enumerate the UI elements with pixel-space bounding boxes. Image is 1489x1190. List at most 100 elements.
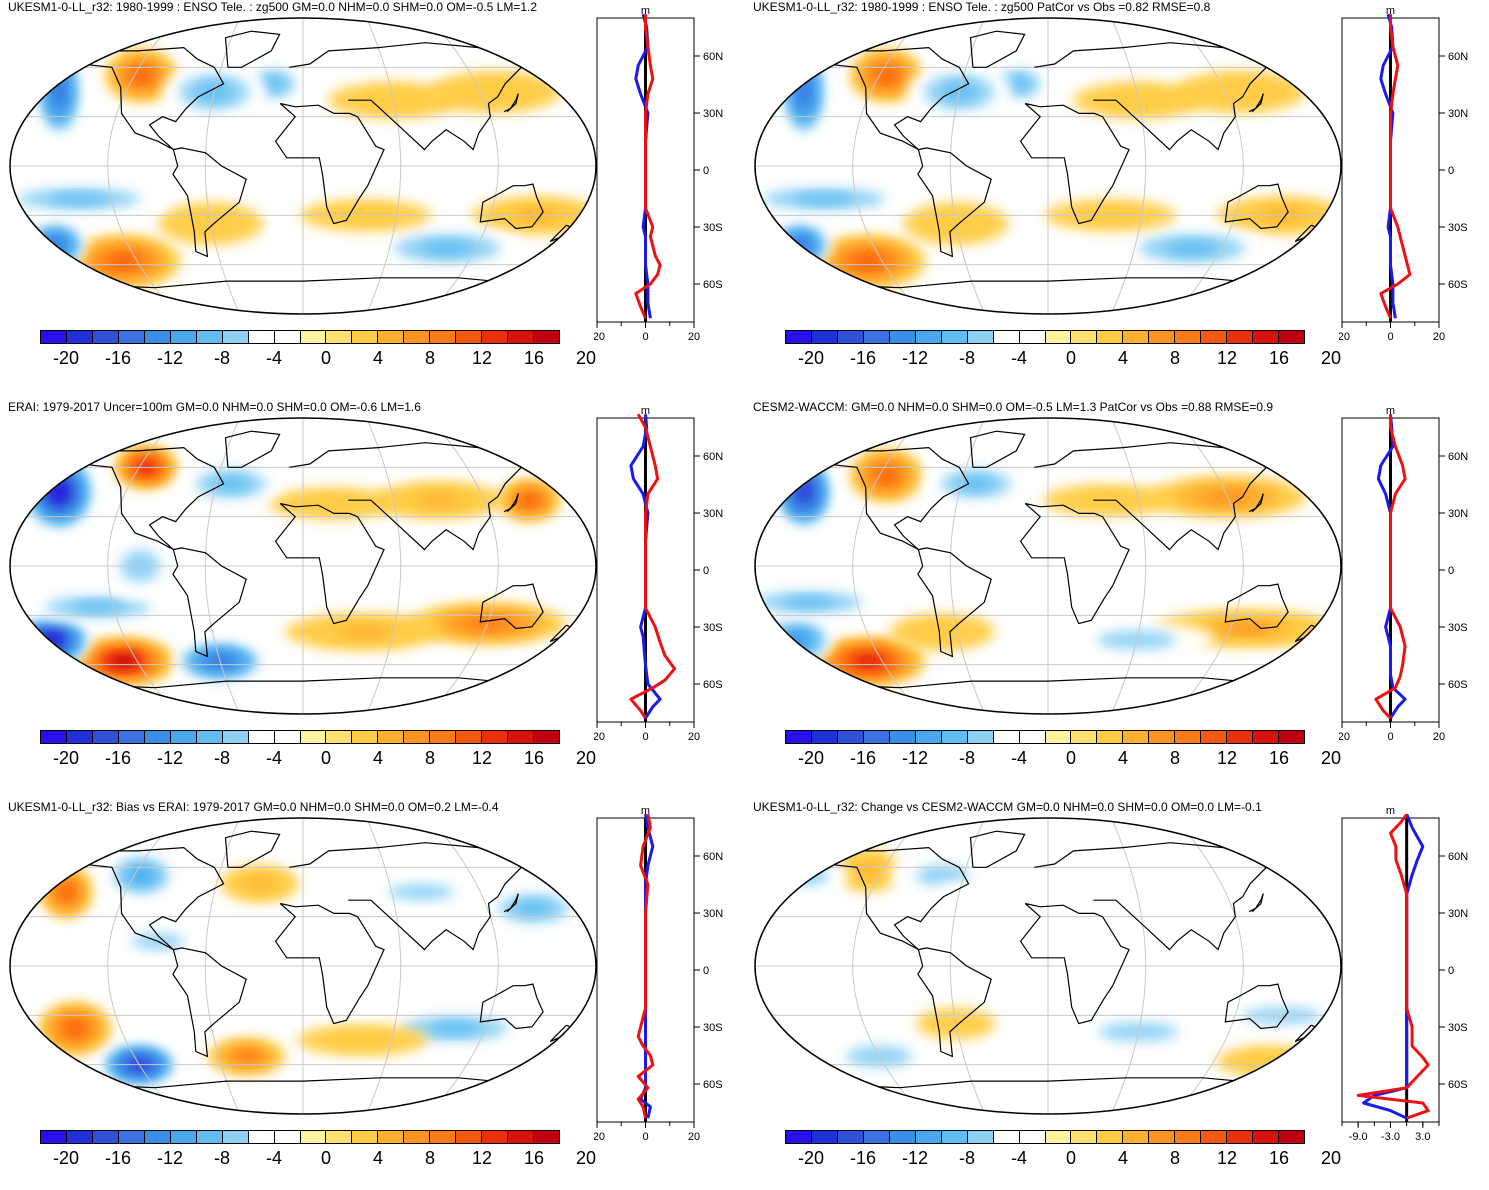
coastline xyxy=(503,893,519,913)
colorbar-tick-label: -8 xyxy=(958,1148,976,1168)
anomaly-blob xyxy=(856,256,880,267)
coastline xyxy=(1224,583,1289,630)
coastline xyxy=(1248,493,1264,513)
colorbar-tick-label: 0 xyxy=(1065,748,1077,768)
profile-x-label: -20 xyxy=(594,1131,605,1143)
colorbar-tick-label: -4 xyxy=(1010,748,1028,768)
profile-unit: m xyxy=(1386,405,1395,417)
colorbar-swatch xyxy=(915,1131,942,1143)
colorbar-tick-label: -20 xyxy=(797,748,825,768)
colorbar-swatch xyxy=(941,731,968,743)
coastline xyxy=(78,846,225,951)
colorbar-tick-label: 4 xyxy=(1117,1148,1129,1168)
coastline xyxy=(78,46,225,151)
colorbar-swatch xyxy=(786,331,812,343)
coastline xyxy=(77,277,529,289)
profile-x-label: 20 xyxy=(1433,731,1445,743)
map xyxy=(753,416,1343,716)
zonal-profile: m 60N 30N 0 30S 60S -9.0 -3.0 3.0 xyxy=(1339,802,1489,1147)
colorbar-swatch xyxy=(248,731,275,743)
colorbar-swatch xyxy=(118,731,145,743)
coastline xyxy=(274,102,385,225)
profile-lat-label: 60N xyxy=(703,451,723,463)
colorbar-swatch xyxy=(1019,731,1046,743)
coastline xyxy=(823,46,970,151)
colorbar-tick-label: 12 xyxy=(1216,1148,1238,1168)
coastline xyxy=(224,30,281,68)
colorbar-labels: -20 -16 -12 -8 -4 0 4 8 12 16 20 xyxy=(785,748,1341,770)
colorbar-tick-label: 20 xyxy=(1320,1148,1342,1168)
anomaly-blob xyxy=(793,193,855,205)
colorbar-tick-label: 12 xyxy=(471,1148,493,1168)
coastline xyxy=(822,677,1274,689)
colorbar-swatch xyxy=(811,331,838,343)
colorbar-tick-label: 16 xyxy=(1268,348,1290,368)
anomaly-blob xyxy=(329,1032,395,1048)
coastline xyxy=(503,93,519,113)
coastline xyxy=(503,493,519,513)
profile-curve-red xyxy=(1374,414,1407,720)
colorbar-tick-label: 0 xyxy=(320,348,332,368)
colorbar xyxy=(785,1130,1305,1144)
colorbar-tick-label: 0 xyxy=(320,748,332,768)
colorbar-tick-label: 16 xyxy=(1268,748,1290,768)
coastline xyxy=(1019,102,1130,225)
colorbar-tick-label: 8 xyxy=(424,348,436,368)
profile-x-label: 20 xyxy=(1433,331,1445,343)
colorbar-swatch xyxy=(92,1131,119,1143)
colorbar-tick-label: -4 xyxy=(265,348,283,368)
zonal-profile: m 60N 30N 0 30S 60S -20 0 20 xyxy=(589,2,744,347)
profile-unit: m xyxy=(641,405,650,417)
profile-lat-label: 60N xyxy=(703,851,723,863)
colorbar-swatch xyxy=(1227,731,1254,743)
colorbar-swatch xyxy=(534,731,560,743)
profile-unit: m xyxy=(1386,5,1395,17)
profile-lat-label: 60N xyxy=(1448,851,1468,863)
colorbar-swatch xyxy=(915,331,942,343)
anomaly-blob xyxy=(860,657,877,665)
colorbar-swatch xyxy=(863,731,890,743)
colorbar-tick-label: 8 xyxy=(424,1148,436,1168)
profile-x-label: -9.0 xyxy=(1349,1131,1368,1143)
profile-x-label: 0 xyxy=(1387,331,1393,343)
colorbar-swatch xyxy=(967,731,994,743)
coastline xyxy=(1224,183,1289,230)
coastline xyxy=(1248,93,1264,113)
coastline xyxy=(822,1077,1274,1089)
colorbar-swatch xyxy=(889,331,916,343)
colorbar-swatch xyxy=(837,331,864,343)
colorbar-swatch xyxy=(1045,1131,1072,1143)
colorbar-tick-label: 8 xyxy=(424,748,436,768)
zonal-profile: m 60N 30N 0 30S 60S -20 0 20 xyxy=(589,802,744,1147)
coastline xyxy=(224,830,281,868)
colorbar-swatch xyxy=(508,731,535,743)
map xyxy=(753,16,1343,316)
anomaly-blob xyxy=(54,82,64,102)
zonal-profile: m 60N 30N 0 30S 60S -20 0 20 xyxy=(1334,402,1489,747)
colorbar-swatch xyxy=(274,731,301,743)
profile-lat-label: 30N xyxy=(1448,908,1468,920)
colorbar-swatch xyxy=(534,1131,560,1143)
colorbar-swatch xyxy=(326,731,353,743)
colorbar-labels: -20 -16 -12 -8 -4 0 4 8 12 16 20 xyxy=(785,1148,1341,1170)
anomaly-blob xyxy=(799,82,809,102)
profile-lat-label: 30S xyxy=(703,222,723,234)
anomaly-blob xyxy=(516,901,551,916)
colorbar-tick-label: 8 xyxy=(1169,748,1181,768)
colorbar-tick-label: -12 xyxy=(156,348,184,368)
profile-lat-label: 0 xyxy=(1448,565,1454,577)
colorbar-swatch xyxy=(1175,1131,1202,1143)
colorbar-swatch xyxy=(1175,331,1202,343)
map xyxy=(753,816,1343,1116)
coastline xyxy=(823,846,970,951)
profile-lat-label: 30S xyxy=(1448,622,1468,634)
anomaly-blob xyxy=(878,470,894,481)
colorbar-swatch xyxy=(404,331,431,343)
colorbar-tick-label: -8 xyxy=(213,748,231,768)
colorbar-swatch xyxy=(482,1131,509,1143)
colorbar-tick-label: 8 xyxy=(1169,1148,1181,1168)
profile-lat-label: 30S xyxy=(703,1022,723,1034)
panel-title: UKESM1-0-LL_r32: 1980-1999 : ENSO Tele. … xyxy=(753,0,1211,14)
coastline xyxy=(917,547,992,658)
colorbar-tick-label: -12 xyxy=(156,1148,184,1168)
